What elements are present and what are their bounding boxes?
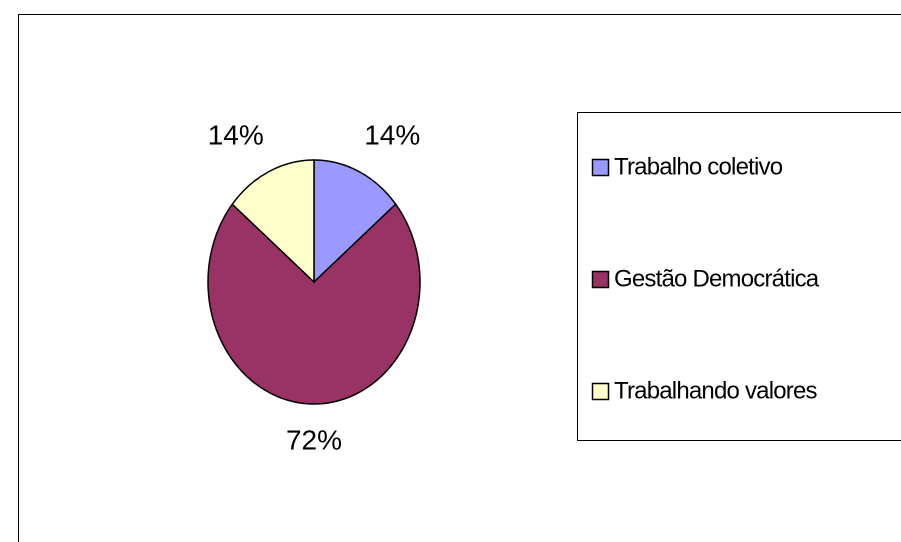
pie-slice [207, 203, 421, 405]
legend-swatch [591, 270, 610, 289]
legend-swatch [591, 382, 610, 401]
data-label: 72% [286, 424, 342, 455]
data-label: 14% [208, 120, 264, 151]
pie-slice [231, 159, 315, 284]
data-label: 14% [364, 120, 420, 151]
legend-label: Gestão Democrática [614, 265, 820, 292]
legend-box [577, 112, 901, 441]
legend-swatch [591, 158, 610, 177]
legend-label: Trabalho coletivo [614, 153, 783, 180]
pie-slice [313, 159, 397, 284]
legend-label: Trabalhando valores [614, 377, 818, 404]
